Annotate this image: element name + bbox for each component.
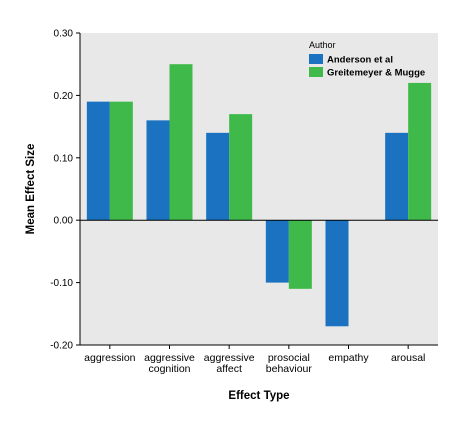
x-tick-label: prosocial bbox=[268, 352, 310, 364]
y-tick-label: 0.10 bbox=[54, 153, 74, 164]
x-axis: aggression aggressivecognitionaggressivea… bbox=[80, 344, 438, 375]
x-tick-label: empathy bbox=[328, 352, 369, 364]
legend: Author Anderson et al Greitemeyer & Mugge bbox=[309, 40, 425, 79]
x-tick-label: arousal bbox=[391, 352, 425, 364]
bar-greitemeyer-5 bbox=[408, 82, 432, 221]
x-axis-title: Effect Type bbox=[228, 390, 289, 402]
x-tick-label: behaviour bbox=[266, 363, 313, 375]
y-tick-label: -0.20 bbox=[50, 341, 73, 352]
y-axis-title: Mean Effect Size bbox=[25, 144, 37, 235]
bar-greitemeyer-1 bbox=[169, 64, 193, 221]
legend-title: Author bbox=[309, 40, 336, 50]
x-tick-label: aggressive bbox=[144, 352, 195, 364]
bar-greitemeyer-2 bbox=[229, 114, 253, 221]
x-tick-label: aggression bbox=[84, 352, 136, 364]
x-tick-label: affect bbox=[216, 363, 242, 375]
bars bbox=[86, 64, 432, 327]
bar-anderson-4 bbox=[325, 220, 349, 327]
x-tick-label: aggressive bbox=[204, 352, 255, 364]
bar-greitemeyer-0 bbox=[109, 101, 133, 221]
y-tick-label: 0.30 bbox=[54, 29, 74, 40]
bar-anderson-0 bbox=[86, 101, 110, 221]
legend-swatch-1 bbox=[309, 67, 323, 77]
y-tick-label: -0.10 bbox=[50, 278, 73, 289]
bar-anderson-5 bbox=[385, 132, 409, 221]
bar-anderson-2 bbox=[206, 132, 230, 221]
bar-anderson-3 bbox=[265, 220, 289, 283]
legend-label-1: Greitemeyer & Mugge bbox=[327, 68, 425, 79]
y-tick-label: 0.00 bbox=[54, 216, 74, 227]
x-tick-label: cognition bbox=[148, 363, 190, 375]
bar-anderson-1 bbox=[146, 120, 170, 221]
bar-greitemeyer-3 bbox=[288, 220, 312, 289]
y-tick-label: 0.20 bbox=[54, 91, 74, 102]
plot-area bbox=[80, 33, 438, 345]
y-axis: -0.20 -0.10 0.00 0.10 0.20 0.30 bbox=[50, 29, 81, 352]
legend-swatch-0 bbox=[309, 54, 323, 64]
legend-label-0: Anderson et al bbox=[327, 55, 393, 66]
